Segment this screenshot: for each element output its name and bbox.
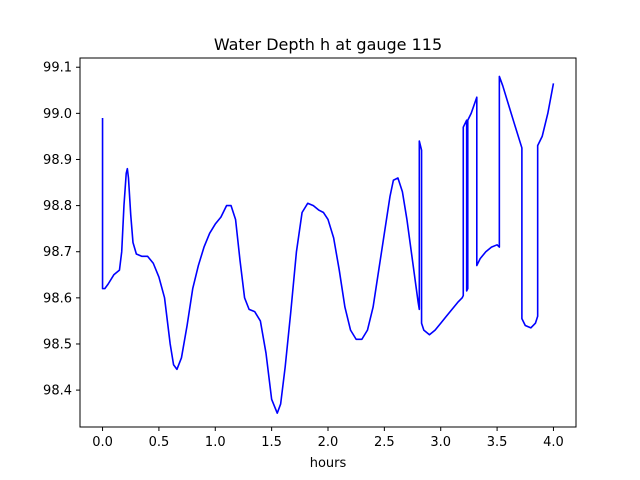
y-tick-label: 98.4 <box>43 384 72 399</box>
y-tick-label: 99.0 <box>43 107 72 122</box>
x-tick-label: 2.0 <box>318 435 339 450</box>
y-tick-label: 98.5 <box>43 337 72 352</box>
x-tick-label: 1.0 <box>205 435 226 450</box>
x-tick-label: 3.5 <box>487 435 508 450</box>
y-tick-label: 98.8 <box>43 199 72 214</box>
x-axis: 0.0 0.5 1.0 1.5 2.0 2.5 3.0 3.5 4.0 <box>92 427 564 450</box>
x-tick-label: 0.0 <box>92 435 113 450</box>
y-tick-label: 98.7 <box>43 245 72 260</box>
chart-title: Water Depth h at gauge 115 <box>214 35 442 54</box>
plot-frame <box>79 57 577 428</box>
x-tick-label: 4.0 <box>543 435 564 450</box>
series-line-0 <box>101 75 555 414</box>
x-tick-label: 2.5 <box>374 435 395 450</box>
y-tick-label: 98.6 <box>43 291 72 306</box>
y-tick-label: 99.1 <box>43 61 72 76</box>
x-tick-label: 0.5 <box>149 435 170 450</box>
y-axis: 98.4 98.5 98.6 98.7 98.8 98.9 99.0 99.1 <box>43 61 80 399</box>
x-tick-label: 1.5 <box>261 435 282 450</box>
x-axis-label: hours <box>310 456 347 471</box>
x-tick-label: 3.0 <box>430 435 451 450</box>
y-tick-label: 98.9 <box>43 153 72 168</box>
plot-area <box>101 75 555 414</box>
